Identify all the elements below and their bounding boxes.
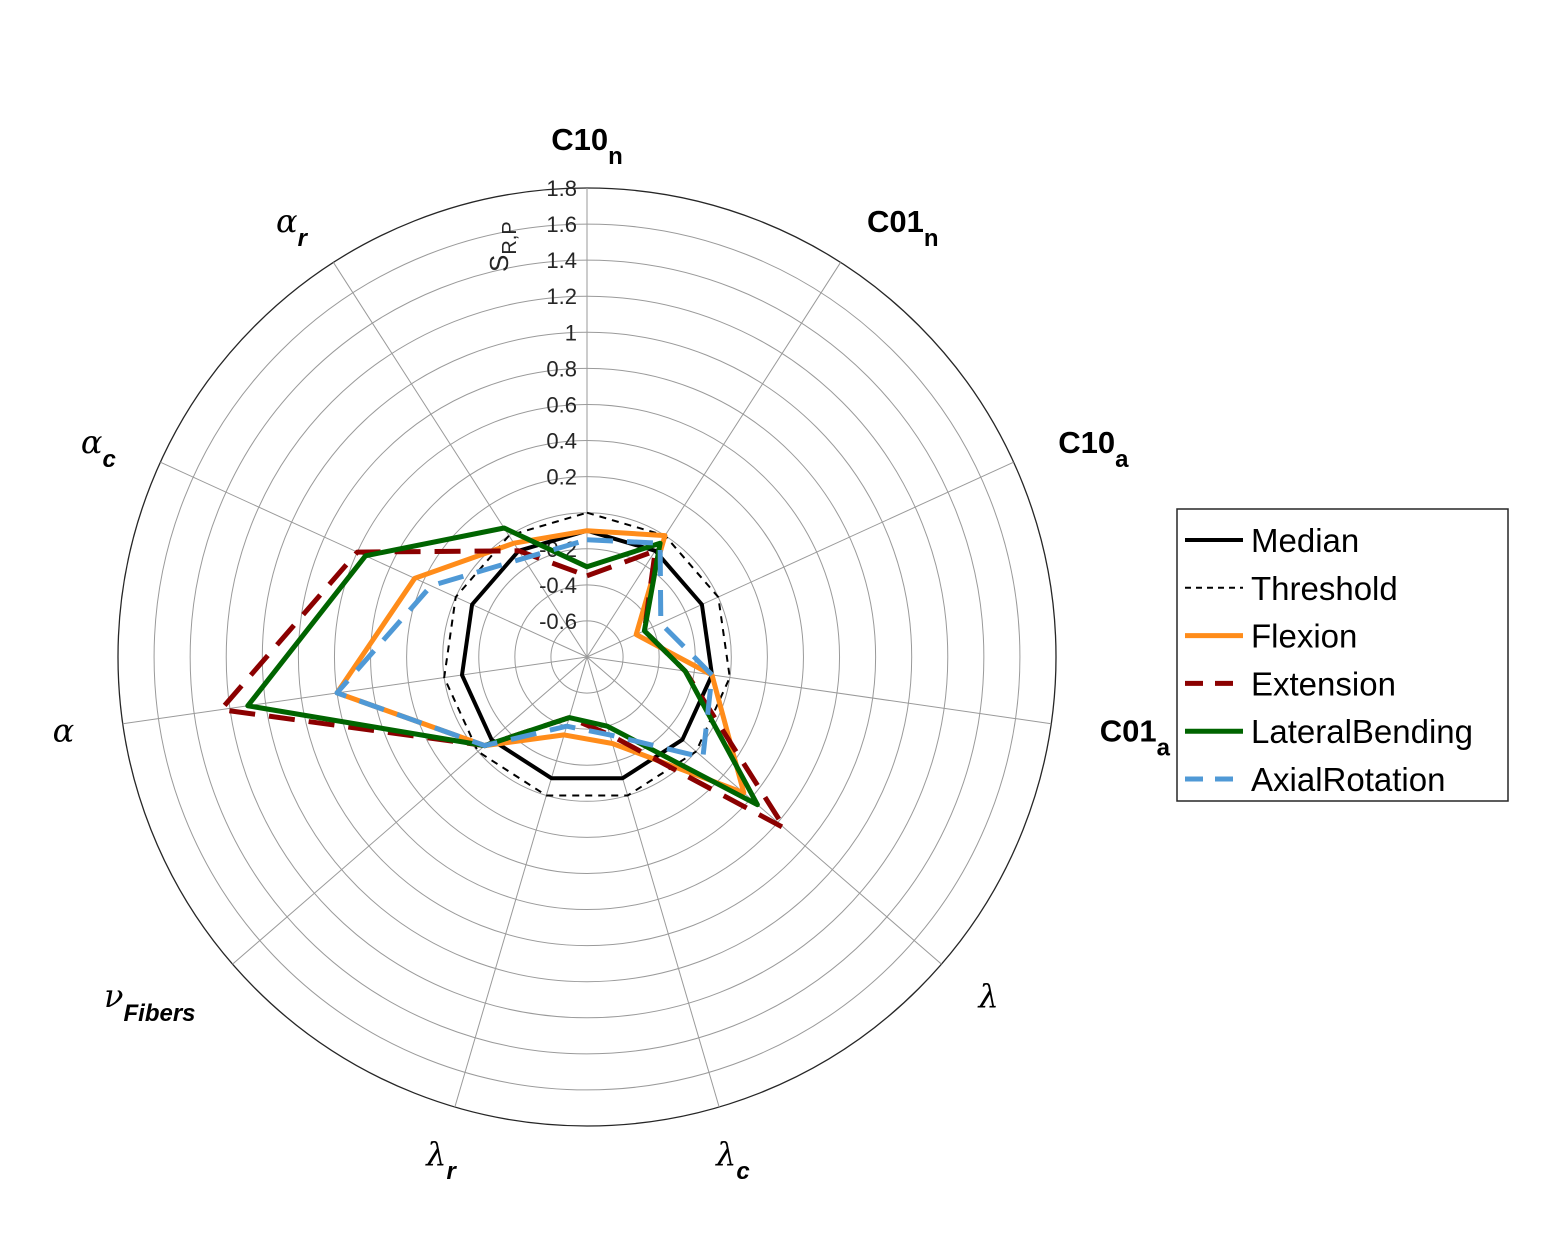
legend-label: Median [1251,522,1359,559]
tick-label: 1.6 [546,212,577,237]
axis-label-sub: r [447,1158,458,1185]
series-line-flexion [334,528,747,796]
spoke-line [454,656,588,1108]
axis-label-main: α [276,202,298,240]
tick-label: 0.8 [546,356,577,381]
axis-label-main: C01 [1100,714,1157,749]
axis-label: C01a [1100,714,1171,762]
radial-axis-label: SR,P [484,221,521,272]
tick-label: 0.2 [546,465,577,490]
polar-grid [117,187,1057,1127]
spoke-line [122,656,588,725]
axis-label: αc [81,423,116,473]
axis-label: C10a [1058,425,1129,473]
tick-label: 0.6 [546,392,577,417]
tick-label: 1.4 [546,248,577,273]
axis-label-main: C10 [1058,425,1115,460]
axis-label: νFibers [104,977,195,1027]
series-line-lateralbending [245,525,760,808]
axis-label-sub: r [298,225,309,252]
spoke-line [586,656,942,965]
axis-label-main: α [81,423,103,461]
spoke-line [333,262,588,658]
axis-label-main: λ [976,977,998,1015]
axis-label: C10n [551,122,623,170]
axis-label-sub: a [1157,735,1171,762]
legend-box [1176,508,1509,802]
tick-label: 1 [565,320,577,345]
axis-label-sub: a [1115,446,1129,473]
series-lines [218,511,788,831]
spoke-line [160,461,588,658]
tick-label: 0.4 [546,429,577,454]
axis-label-main: λ [424,1135,446,1173]
legend-label: Flexion [1251,618,1357,655]
spoke-line [586,656,1052,725]
spoke-line [586,656,720,1108]
axis-label-sub: n [924,225,939,252]
legend-label: Threshold [1251,570,1398,607]
axis-label-main: λ [714,1135,736,1173]
axis-label-sub: Fibers [123,1000,195,1027]
axis-label: λc [714,1135,750,1185]
axis-label: λr [424,1135,457,1185]
axis-label-main: C10 [551,122,608,157]
series-line-axialrotation [334,537,715,760]
axis-label: C01n [867,204,939,252]
tick-label: -0.6 [539,609,577,634]
axis-label-main: ν [104,977,123,1015]
tick-label: -0.4 [539,573,577,598]
tick-label: 1.8 [546,176,577,201]
axis-label: αr [276,202,309,252]
legend-label: Extension [1251,665,1396,702]
axis-label: α [53,712,75,750]
spoke-line [232,656,588,965]
axis-label-main: α [53,712,75,750]
axis-label-main: C01 [867,204,924,239]
tick-label: 1.2 [546,284,577,309]
legend-label: AxialRotation [1251,761,1445,798]
series-line-threshold [443,511,731,797]
spoke-line [586,262,841,658]
series-line-median [460,528,714,781]
legend-label: LateralBending [1251,713,1473,750]
axis-label-sub: c [102,446,115,473]
axis-label-sub: c [736,1158,749,1185]
axis-label: λ [976,977,998,1015]
legend: Median Threshold Flexion Extension LateralBe… [1176,508,1509,802]
axis-label-sub: n [608,143,623,170]
spoke-line [586,461,1014,658]
